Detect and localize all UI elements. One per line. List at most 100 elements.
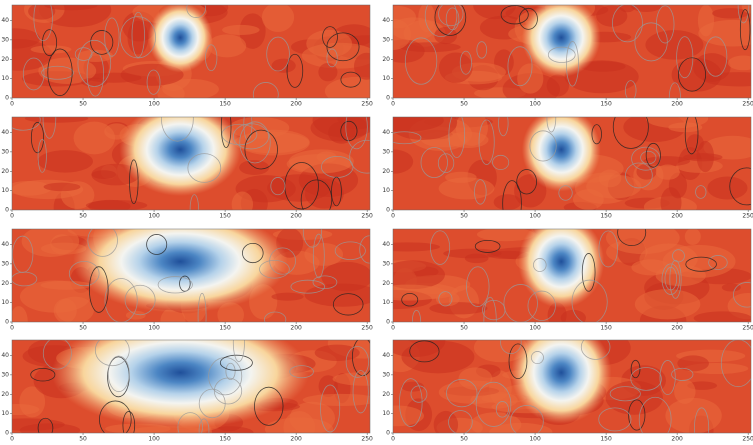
patch bbox=[12, 403, 40, 416]
contour bbox=[446, 379, 478, 408]
x-tick-label: 250 bbox=[742, 101, 753, 108]
contour bbox=[244, 129, 278, 170]
y-tick-label: 40 bbox=[382, 241, 390, 248]
y-tick-label: 0 bbox=[386, 95, 390, 102]
contour bbox=[503, 284, 538, 322]
patch bbox=[443, 248, 502, 259]
x-tick-label: 100 bbox=[148, 101, 160, 108]
contour bbox=[312, 275, 338, 289]
contour bbox=[437, 153, 455, 173]
contour bbox=[612, 5, 643, 43]
contour bbox=[474, 179, 487, 205]
contour bbox=[345, 346, 370, 378]
x-tick-label: 50 bbox=[79, 436, 87, 443]
contour bbox=[669, 259, 682, 299]
x-tick-label: 250 bbox=[742, 213, 753, 220]
contour bbox=[530, 351, 544, 365]
contour bbox=[516, 169, 537, 195]
contour bbox=[30, 122, 45, 154]
x-tick-label: 250 bbox=[742, 325, 753, 332]
contour bbox=[546, 117, 557, 133]
contour bbox=[704, 36, 728, 77]
contour bbox=[624, 80, 637, 98]
contour bbox=[676, 36, 694, 79]
x-tick-label: 250 bbox=[361, 436, 373, 443]
contour bbox=[340, 120, 358, 142]
contour bbox=[466, 266, 490, 307]
contour bbox=[146, 69, 161, 95]
patch bbox=[30, 45, 72, 54]
patch bbox=[235, 175, 296, 203]
contour bbox=[266, 36, 290, 72]
panel: 0 50 100 150 200 250 0 10 20 30 40 bbox=[1, 4, 373, 108]
contour bbox=[634, 22, 668, 62]
patch bbox=[318, 62, 338, 82]
contour bbox=[42, 117, 57, 139]
patch bbox=[598, 169, 622, 188]
frame bbox=[11, 339, 371, 434]
contour bbox=[411, 309, 422, 322]
x-tick-label: 0 bbox=[10, 325, 14, 332]
contour bbox=[37, 417, 54, 433]
x-tick-label: 0 bbox=[391, 325, 395, 332]
x-tick-label: 250 bbox=[361, 101, 373, 108]
contour bbox=[302, 229, 322, 248]
patch bbox=[493, 194, 522, 210]
x-tick-label: 150 bbox=[600, 101, 612, 108]
contour bbox=[628, 399, 646, 431]
contour bbox=[502, 180, 522, 210]
y-tick-label: 10 bbox=[382, 410, 390, 417]
patch bbox=[698, 19, 751, 47]
field bbox=[393, 229, 751, 322]
contour bbox=[99, 400, 132, 433]
patch bbox=[88, 199, 131, 210]
contour bbox=[219, 354, 253, 371]
x-tick-label: 50 bbox=[79, 325, 87, 332]
frame bbox=[11, 116, 371, 211]
contour bbox=[213, 377, 243, 405]
x-tick-label: 50 bbox=[460, 325, 468, 332]
panel: 0 50 100 150 200 250 0 10 20 30 40 bbox=[382, 4, 753, 108]
patch bbox=[393, 405, 424, 427]
patch bbox=[712, 8, 750, 19]
x-tick-label: 150 bbox=[219, 436, 231, 443]
contour bbox=[320, 384, 341, 433]
contour bbox=[157, 276, 193, 294]
x-tick-label: 100 bbox=[529, 101, 541, 108]
patch bbox=[636, 163, 657, 180]
contour bbox=[68, 260, 100, 287]
y-tick-label: 0 bbox=[5, 207, 9, 214]
patch bbox=[222, 24, 260, 35]
y-tick-label: 20 bbox=[1, 56, 9, 63]
contour bbox=[88, 266, 109, 313]
field bbox=[12, 5, 370, 98]
y-tick-label: 10 bbox=[382, 187, 390, 194]
panel: 0 50 100 150 200 250 0 10 20 30 40 bbox=[382, 339, 753, 443]
contour bbox=[187, 153, 222, 183]
x-tick-label: 0 bbox=[391, 213, 395, 220]
patch bbox=[44, 5, 98, 11]
contour bbox=[478, 119, 495, 165]
contour bbox=[254, 386, 284, 426]
patch bbox=[684, 229, 701, 245]
patch bbox=[703, 135, 751, 160]
patch bbox=[393, 284, 447, 301]
x-tick-label: 0 bbox=[391, 101, 395, 108]
anomaly bbox=[521, 117, 601, 192]
contour bbox=[404, 37, 438, 85]
y-tick-label: 30 bbox=[1, 148, 9, 155]
contour bbox=[37, 139, 47, 173]
x-tick-label: 200 bbox=[290, 436, 302, 443]
contour bbox=[42, 340, 72, 370]
patch bbox=[337, 117, 370, 130]
contour bbox=[547, 46, 576, 63]
contour bbox=[290, 279, 326, 294]
x-tick-label: 100 bbox=[148, 213, 160, 220]
patch bbox=[91, 170, 117, 179]
y-tick-label: 30 bbox=[1, 260, 9, 267]
patch bbox=[458, 367, 493, 390]
patch bbox=[77, 49, 114, 63]
contour bbox=[30, 367, 56, 382]
patch bbox=[162, 78, 219, 98]
y-tick-label: 40 bbox=[1, 17, 9, 24]
